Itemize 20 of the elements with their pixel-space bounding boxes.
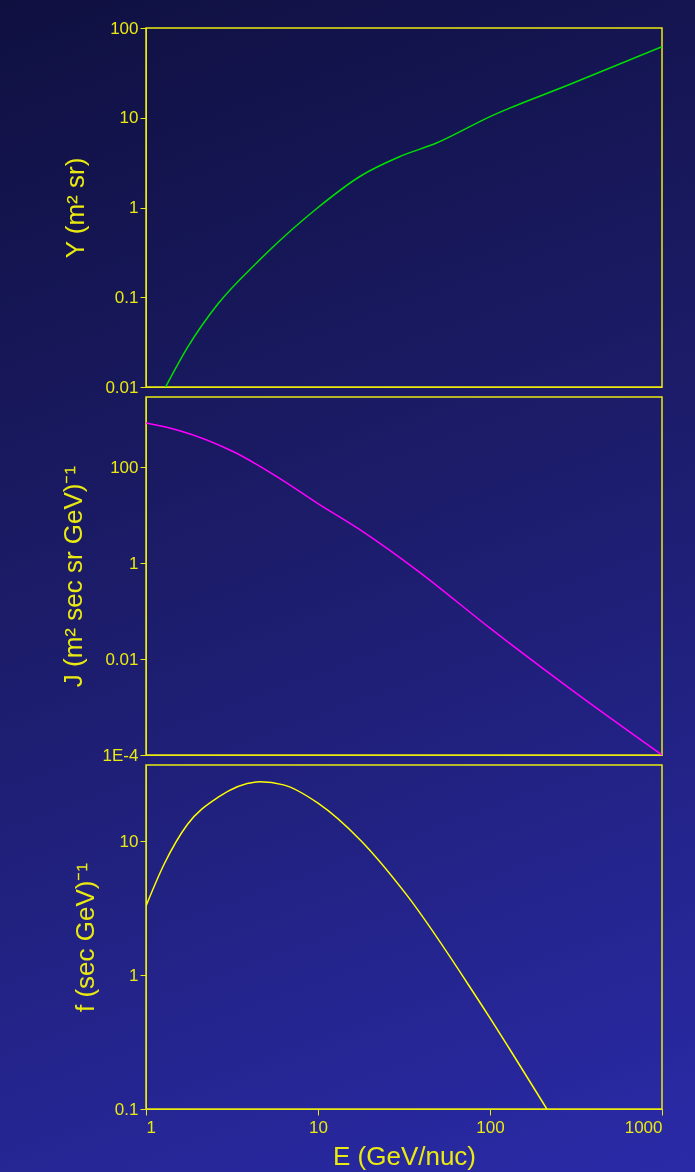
- y-tick-label: 0.1: [114, 1099, 139, 1119]
- y-tick-label: 0.01: [105, 377, 139, 397]
- x-tick-label: 1: [146, 1117, 156, 1137]
- x-tick-label: 100: [476, 1117, 505, 1137]
- x-tick-label: 1000: [624, 1117, 663, 1137]
- y-tick-label: 10: [119, 831, 139, 851]
- y-axis-title: Y (m² sr): [60, 157, 91, 259]
- y-tick-label: 100: [110, 457, 139, 477]
- y-tick-label: 10: [119, 108, 139, 128]
- y-tick-label: 1: [129, 553, 139, 573]
- x-axis-title: E (GeV/nuc): [332, 1140, 477, 1171]
- y-tick-label: 1E-4: [102, 745, 139, 765]
- y-tick-label: 100: [110, 18, 139, 38]
- y-axis-title: J (m² sec sr GeV)⁻¹: [57, 465, 88, 688]
- y-tick-label: 1: [129, 198, 139, 217]
- y-tick-label: 0.01: [105, 649, 139, 669]
- x-tick-label: 10: [309, 1117, 328, 1137]
- y-axis-title: f (sec GeV)⁻¹: [69, 862, 100, 1013]
- y-tick-label: 1: [129, 965, 139, 985]
- y-tick-label: 0.1: [114, 287, 139, 307]
